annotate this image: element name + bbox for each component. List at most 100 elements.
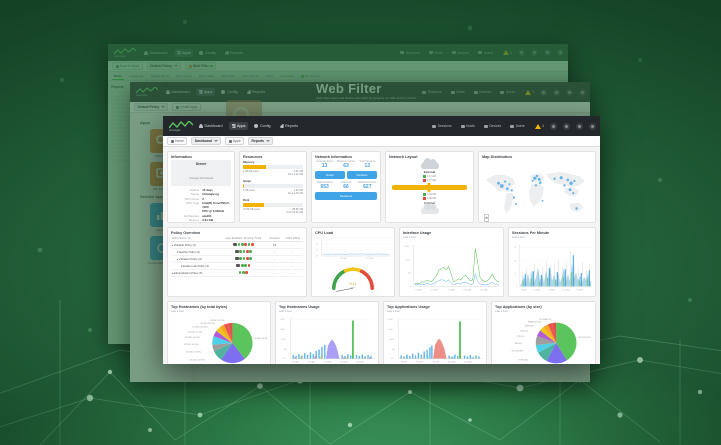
help-icon[interactable]	[518, 49, 525, 56]
card-title-top-applications-size: Top Applications (by size)	[495, 305, 542, 309]
table-row[interactable]: ▾ Teacher Policy (2) - -	[171, 248, 303, 256]
nav-config-2[interactable]: Config	[218, 88, 240, 96]
svg-text:7:00 AM: 7:00 AM	[415, 289, 423, 292]
nav-apps-3[interactable]: Apps	[228, 122, 249, 130]
net-info-bottom-row: Total Sessions 653 Scanned 66 Maximum Acti…	[316, 181, 377, 190]
nav-sessions-2[interactable]: Sessions	[419, 89, 444, 95]
tab-rules-2[interactable]: Rules	[265, 74, 274, 78]
svg-text:DNS (4%): DNS (4%)	[520, 330, 528, 332]
card-policy-overview: Policy Overview Policy Name / ID Apps (E…	[167, 227, 307, 297]
svg-text:500: 500	[408, 273, 411, 275]
nav-config[interactable]: Config	[196, 49, 218, 57]
nav-hosts-3[interactable]: Hosts	[458, 123, 478, 129]
tab-pie-reports[interactable]: Pie Reports	[299, 73, 323, 79]
map-zoom-in[interactable]: +	[484, 214, 489, 219]
breadcrumb-apps[interactable]: Apps	[225, 137, 245, 145]
alert-badge-3[interactable]: 1	[534, 123, 544, 129]
sessions-button[interactable]: Sessions	[315, 192, 377, 200]
nav-sessions[interactable]: Sessions	[397, 50, 422, 56]
breadcrumb-install-apps[interactable]: Install Apps	[172, 103, 201, 111]
user-icon-2[interactable]	[553, 88, 560, 96]
settings-icon[interactable]	[544, 49, 551, 56]
help-icon-2[interactable]	[540, 88, 547, 96]
power-icon-2[interactable]	[579, 88, 586, 96]
svg-text:0.0: 0.0	[391, 358, 394, 360]
breadcrumb-back2: Default Policy Install Apps	[130, 102, 590, 113]
dashboard-grid: Information Server Untangle NG Firewall …	[163, 147, 600, 364]
breadcrumb-reports[interactable]: Reports	[248, 137, 274, 145]
nav-reports-2[interactable]: Reports	[244, 88, 268, 96]
user-icon-3[interactable]	[563, 122, 570, 130]
devices-button[interactable]: Devices	[347, 171, 377, 179]
tab-search-terms[interactable]: Search Terms	[150, 74, 170, 78]
alert-badge-2[interactable]: 1	[524, 89, 534, 95]
svg-text:60: 60	[514, 247, 516, 249]
navbar-front: untangle Dashboard Apps Config Reports S…	[163, 116, 600, 136]
policy-table: Policy Name / ID Apps (Enabled / Running…	[171, 236, 303, 277]
nav-devices[interactable]: Devices	[449, 50, 473, 56]
card-sub-interface-usage: Last 1 hour	[403, 236, 416, 239]
nav-users-3[interactable]: Users	[507, 123, 527, 129]
world-map[interactable]: + -	[482, 160, 592, 222]
nav-config-3[interactable]: Config	[251, 122, 273, 130]
tab-pass-clients[interactable]: Pass Clients	[242, 74, 259, 78]
nav-dashboard-3[interactable]: Dashboard	[196, 122, 226, 130]
nav-hosts-2[interactable]: Hosts	[448, 89, 468, 95]
nav-reports[interactable]: Reports	[222, 49, 246, 57]
nav-sessions-3[interactable]: Sessions	[429, 123, 454, 129]
card-resources: Resources Memory 1.49 GB used 3.91 GB Fre…	[239, 151, 307, 223]
svg-text:0: 0	[331, 286, 333, 288]
table-row[interactable]: ▸ ▾ Student Policy (3) - -	[171, 255, 303, 263]
tab-rules[interactable]: Rules	[112, 73, 125, 80]
power-icon-3[interactable]	[589, 122, 596, 130]
table-row[interactable]: ▸ ▾ Default Policy (1) 13 -	[171, 241, 303, 249]
table-row[interactable]: ▸ Administration Policy (5) - -	[171, 269, 303, 277]
card-network-layout: Network Layout External 1.17 GB 0.77 GB …	[385, 151, 474, 223]
table-row[interactable]: ▾ Student Lab Policy (4) - -	[171, 262, 303, 270]
dashboard-row-1: Information Server Untangle NG Firewall …	[167, 151, 596, 223]
settings-icon-2[interactable]	[566, 88, 573, 96]
hosts-button[interactable]: Hosts	[315, 171, 345, 179]
nav-apps[interactable]: Apps	[173, 48, 194, 57]
nav-users-2[interactable]: Users	[497, 89, 517, 95]
nav-reports-3[interactable]: Reports	[277, 122, 301, 130]
nav-dashboard[interactable]: Dashboard	[141, 49, 171, 57]
svg-text:1,500: 1,500	[280, 329, 285, 331]
tab-pass-sites[interactable]: Pass Sites	[220, 74, 236, 78]
settings-icon-3[interactable]	[576, 122, 583, 130]
breadcrumb-dashboard[interactable]: Dashboard	[191, 137, 222, 145]
help-icon-3[interactable]	[550, 122, 557, 130]
untangle-logo[interactable]: untangle	[112, 47, 138, 58]
untangle-logo-2[interactable]: untangle	[134, 87, 160, 97]
tab-block-sites[interactable]: Block Sites	[199, 74, 214, 78]
window-dashboard[interactable]: untangle Dashboard Apps Config Reports S…	[163, 116, 600, 364]
nav-devices-2[interactable]: Devices	[471, 89, 495, 95]
warning-icon	[502, 50, 509, 55]
breadcrumb-home[interactable]: Home	[167, 137, 188, 145]
tab-site-lookup[interactable]: Site Lookup	[176, 74, 192, 78]
power-icon[interactable]	[557, 49, 564, 56]
svg-text:1,500: 1,500	[388, 329, 393, 331]
breadcrumb-default-policy[interactable]: Default Policy	[146, 62, 182, 70]
breadcrumb-web-filter[interactable]: Web Filter	[185, 62, 217, 70]
svg-text:192.168.1.108 (4%): 192.168.1.108 (4%)	[192, 327, 208, 329]
nav-hosts[interactable]: Hosts	[426, 50, 446, 56]
nav-dashboard-2[interactable]: Dashboard	[163, 88, 193, 96]
nav-devices-3[interactable]: Devices	[481, 123, 505, 129]
card-title-map-distribution: Map Distribution	[482, 155, 512, 159]
svg-text:192.168.1.111 (3%): 192.168.1.111 (3%)	[210, 320, 225, 322]
svg-text:0: 0	[410, 286, 411, 288]
nav-users[interactable]: Users	[475, 50, 495, 56]
map-zoom-controls[interactable]: + -	[484, 214, 489, 222]
untangle-logo-3[interactable]: untangle	[167, 120, 193, 132]
tab-categories[interactable]: Categories	[129, 74, 144, 78]
map-zoom-out[interactable]: -	[484, 218, 489, 223]
breadcrumb-default-policy-2[interactable]: Default Policy	[134, 103, 169, 111]
svg-text:11:00 AM: 11:00 AM	[340, 257, 347, 260]
user-icon[interactable]	[531, 49, 538, 56]
alert-badge[interactable]: 1	[502, 50, 512, 55]
breadcrumb-back-to-apps[interactable]: Back to Apps	[112, 62, 143, 70]
tab-advanced[interactable]: Advanced	[280, 74, 294, 78]
svg-text:1,000: 1,000	[389, 339, 394, 341]
nav-apps-2[interactable]: Apps	[195, 88, 216, 96]
